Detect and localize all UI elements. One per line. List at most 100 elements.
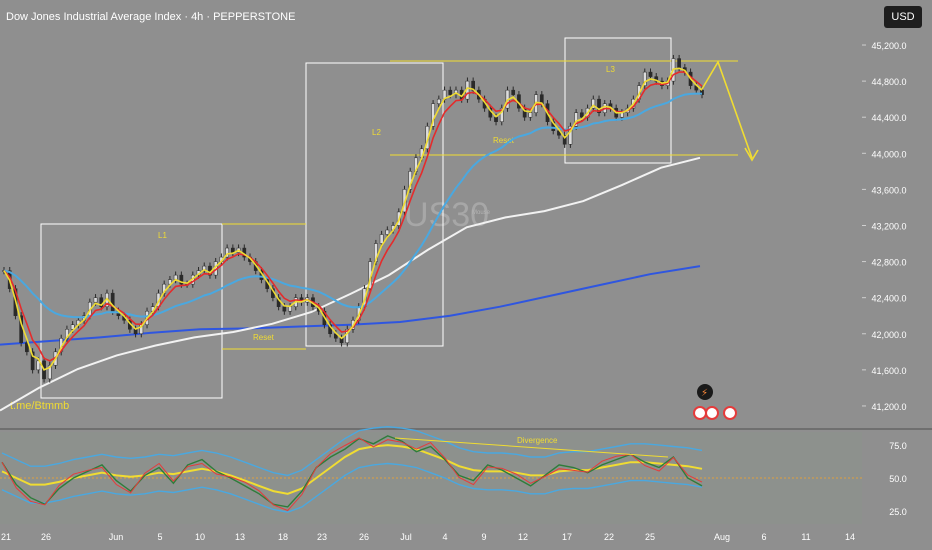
candle-body bbox=[47, 365, 52, 380]
candle-body bbox=[580, 112, 584, 118]
rsi-fast-line bbox=[1, 437, 703, 512]
candle-body bbox=[288, 306, 292, 312]
candle-body bbox=[431, 103, 435, 127]
candle-body bbox=[436, 98, 441, 104]
ma-white-line bbox=[0, 156, 701, 412]
time-axis-label: 23 bbox=[317, 532, 327, 542]
time-axis-label: 13 bbox=[235, 532, 245, 542]
time-axis-label: 26 bbox=[359, 532, 369, 542]
rsi-lower-band bbox=[1, 462, 703, 513]
candle-body bbox=[93, 297, 98, 303]
candle-body bbox=[225, 247, 229, 258]
us-flag-icon[interactable] bbox=[705, 406, 719, 420]
range-box-l2 bbox=[305, 62, 444, 347]
candle-body bbox=[110, 292, 115, 312]
watermark-sub: Mouse bbox=[472, 210, 491, 216]
candle-body bbox=[528, 112, 533, 118]
price-axis-label: 44,000.0 bbox=[871, 149, 906, 159]
time-axis-label: 4 bbox=[442, 532, 447, 542]
time-axis-label: 22 bbox=[604, 532, 614, 542]
price-axis-label: 43,200.0 bbox=[871, 221, 906, 231]
time-axis-label: Jun bbox=[109, 532, 124, 542]
price-axis-label: 44,800.0 bbox=[871, 77, 906, 87]
time-axis-label: 25 bbox=[645, 532, 655, 542]
time-axis-label: Jul bbox=[400, 532, 412, 542]
label-l1: L1 bbox=[158, 231, 167, 240]
rsi-signal-line bbox=[1, 444, 703, 495]
price-axis-label: 42,800.0 bbox=[871, 258, 906, 268]
time-axis-label: 10 bbox=[195, 532, 205, 542]
label-l3: L3 bbox=[606, 65, 615, 74]
candle-body bbox=[591, 98, 596, 109]
rsi-axis-label: 75.0 bbox=[889, 441, 907, 451]
us-flag-icon[interactable] bbox=[693, 406, 707, 420]
ma-darkblue-line bbox=[0, 265, 701, 346]
moving-averages bbox=[0, 156, 701, 412]
candle-body bbox=[179, 274, 184, 285]
candle-body bbox=[562, 135, 567, 145]
label-l2: L2 bbox=[372, 128, 381, 137]
rsi-axis-label: 25.0 bbox=[889, 507, 907, 517]
rsi-axis: 25.0 50.0 75.0 bbox=[889, 441, 907, 517]
time-axis: 21 26 Jun 5 10 13 18 23 26 Jul 4 9 12 17 22 25 Aug 6 11 14 bbox=[0, 526, 932, 550]
rsi-axis-label: 50.0 bbox=[889, 474, 907, 484]
flash-icon: ⚡ bbox=[701, 388, 708, 399]
currency-button[interactable]: USD bbox=[884, 6, 922, 28]
flash-badge[interactable] bbox=[697, 384, 713, 400]
time-axis-label: 14 bbox=[845, 532, 855, 542]
time-axis-label: 11 bbox=[801, 532, 810, 542]
time-axis-label: 17 bbox=[562, 532, 572, 542]
price-axis-label: 41,600.0 bbox=[871, 366, 906, 376]
channel-handle: t.me/Btmmb bbox=[10, 400, 69, 412]
candle-body bbox=[25, 342, 29, 353]
price-axis-label: 45,200.0 bbox=[871, 41, 906, 51]
candle-body bbox=[30, 351, 35, 371]
rsi-pane bbox=[0, 425, 862, 524]
divergence-label: Divergence bbox=[517, 436, 558, 445]
time-axis-background bbox=[0, 526, 932, 550]
candle-body bbox=[36, 360, 41, 371]
price-axis-label: 41,200.0 bbox=[871, 402, 906, 412]
time-axis-label: Aug bbox=[714, 532, 730, 542]
price-series bbox=[2, 54, 704, 383]
chart-title: Dow Jones Industrial Average Index · 4h … bbox=[6, 11, 295, 23]
price-axis-label: 43,600.0 bbox=[871, 185, 906, 195]
candle-body bbox=[70, 324, 75, 330]
candle-body bbox=[568, 125, 573, 145]
label-reset-1: Reset bbox=[253, 333, 275, 342]
time-axis-label: 21 bbox=[1, 532, 11, 542]
us-flag-icon[interactable] bbox=[723, 406, 737, 420]
candle-body bbox=[642, 71, 647, 86]
price-axis: 41,200.0 41,600.0 42,000.0 42,400.0 42,800.0… bbox=[862, 41, 907, 412]
divergence-line bbox=[394, 437, 669, 458]
time-axis-label: 5 bbox=[157, 532, 162, 542]
pane-divider bbox=[0, 428, 932, 430]
time-axis-label: 12 bbox=[518, 532, 528, 542]
candle-body bbox=[574, 112, 578, 127]
candle-body bbox=[494, 116, 498, 122]
range-box-l1 bbox=[40, 223, 223, 399]
candle-body bbox=[499, 107, 504, 122]
price-axis-label: 42,000.0 bbox=[871, 330, 906, 340]
time-axis-label: 6 bbox=[761, 532, 766, 542]
candle-body bbox=[511, 89, 516, 95]
candle-body bbox=[597, 98, 601, 113]
candle-body bbox=[654, 76, 659, 82]
us-event-icons[interactable] bbox=[693, 406, 737, 420]
candle-body bbox=[379, 234, 384, 244]
candle-body bbox=[385, 229, 390, 235]
candle-body bbox=[345, 329, 350, 344]
time-axis-label: 26 bbox=[41, 532, 51, 542]
ema-yellow-line bbox=[3, 67, 703, 371]
projection-arrowhead bbox=[744, 147, 759, 162]
price-axis-label: 42,400.0 bbox=[871, 294, 906, 304]
time-axis-label: 18 bbox=[278, 532, 288, 542]
projection-arrow bbox=[701, 60, 753, 159]
label-reset-2: Reset bbox=[493, 136, 515, 145]
price-axis-label: 44,400.0 bbox=[871, 113, 906, 123]
candle-body bbox=[677, 58, 681, 68]
candle-body bbox=[282, 306, 287, 312]
time-axis-label: 9 bbox=[481, 532, 486, 542]
